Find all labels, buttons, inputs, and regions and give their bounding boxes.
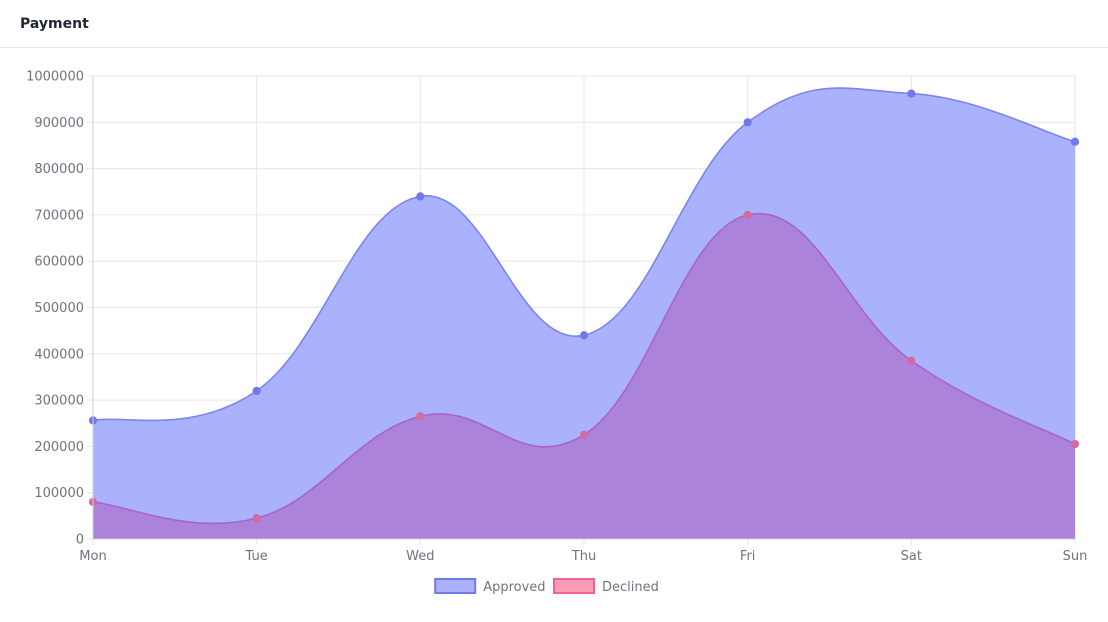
y-tick-label: 800000 (34, 162, 84, 177)
declined-area (93, 213, 1075, 539)
card-title: Payment (20, 15, 89, 32)
approved-point (743, 118, 752, 127)
y-tick-label: 100000 (34, 486, 84, 501)
declined-point (416, 412, 425, 421)
approved-point (907, 89, 916, 98)
y-tick-label: 200000 (34, 440, 84, 455)
y-tick-label: 600000 (34, 255, 84, 270)
x-tick-label: Fri (740, 549, 756, 564)
approved-point (416, 192, 425, 201)
approved-point (579, 331, 589, 340)
declined-point (907, 356, 916, 365)
x-tick-label: Mon (79, 549, 106, 564)
declined-point (252, 514, 261, 523)
y-tick-label: 1000000 (26, 70, 84, 85)
y-tick-label: 500000 (34, 301, 84, 316)
declined-point (1070, 439, 1080, 449)
approved-legend-swatch (434, 578, 477, 594)
y-tick-label: 0 (76, 533, 84, 548)
declined-line (92, 212, 1076, 525)
card-header: Payment (0, 0, 1108, 48)
y-tick-label: 300000 (34, 394, 84, 409)
x-tick-label: Thu (571, 549, 596, 564)
approved-point (252, 386, 261, 395)
x-tick-label: Wed (406, 549, 434, 564)
x-tick-label: Tue (245, 549, 268, 564)
declined-point (579, 430, 589, 439)
y-axis: 1000000900000800000700000600000500000400… (26, 70, 94, 548)
declined-legend-swatch (553, 578, 595, 594)
approved-point (1070, 137, 1080, 146)
payment-area-chart: 1000000900000800000700000600000500000400… (26, 70, 1088, 596)
chart-series-areas (92, 87, 1076, 539)
declined-point (743, 210, 752, 219)
chart-legend: Approved Declined (434, 578, 659, 595)
x-axis: Mon Tue Wed Thu Fri Sat Sun (79, 538, 1088, 564)
x-tick-label: Sat (901, 549, 922, 564)
declined-legend-label: Declined (602, 580, 659, 595)
y-tick-label: 900000 (34, 116, 84, 131)
y-tick-label: 400000 (34, 347, 84, 362)
y-tick-label: 700000 (34, 208, 84, 223)
x-tick-label: Sun (1063, 549, 1088, 564)
approved-legend-label: Approved (483, 580, 545, 595)
approved-line (92, 87, 1076, 422)
